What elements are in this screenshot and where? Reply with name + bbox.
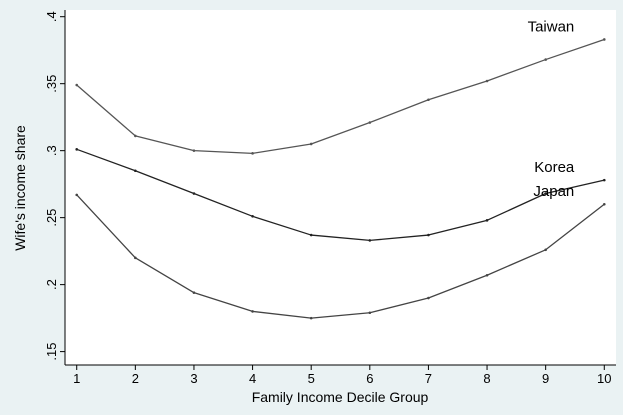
y-axis-title: Wife's income share	[12, 125, 28, 251]
y-tick-label: .35	[44, 75, 59, 93]
data-point-japan	[544, 248, 547, 252]
y-tick-label: .2	[44, 279, 59, 290]
data-point-japan	[192, 291, 196, 294]
x-tick-label: 7	[425, 371, 432, 386]
y-tick-label: .25	[44, 209, 59, 227]
y-tick-label: .15	[44, 343, 59, 361]
data-point-korea	[309, 233, 313, 237]
data-point-japan	[134, 256, 137, 260]
data-point-japan	[75, 193, 79, 197]
data-point-taiwan	[134, 134, 137, 138]
x-tick-label: 8	[483, 371, 490, 386]
series-lines	[75, 38, 606, 320]
x-tick-label: 5	[308, 371, 315, 386]
data-point-korea	[602, 178, 606, 182]
data-point-japan	[602, 202, 606, 206]
data-point-japan	[427, 296, 430, 300]
data-point-taiwan	[251, 152, 254, 155]
x-tick-label: 6	[366, 371, 373, 386]
data-point-korea	[368, 239, 372, 242]
data-point-korea	[485, 219, 489, 222]
data-point-japan	[485, 273, 489, 277]
series-label-japan: Japan	[533, 183, 574, 200]
series-line-taiwan	[76, 38, 605, 154]
data-point-taiwan	[192, 149, 196, 152]
data-point-korea	[192, 192, 196, 195]
plot-area	[65, 10, 616, 365]
data-point-taiwan	[75, 83, 79, 87]
data-point-korea	[427, 233, 430, 237]
x-tick-label: 10	[597, 371, 611, 386]
data-point-taiwan	[309, 142, 313, 146]
x-tick-label: 2	[132, 371, 139, 386]
series-line-japan	[76, 194, 605, 319]
x-axis-title: Family Income Decile Group	[252, 389, 429, 405]
x-tick-label: 1	[73, 371, 80, 386]
y-tick-label: .3	[44, 145, 59, 156]
data-point-taiwan	[602, 38, 606, 41]
data-point-korea	[544, 192, 547, 195]
data-point-korea	[134, 169, 137, 173]
series-label-korea: Korea	[534, 159, 575, 176]
data-point-taiwan	[368, 121, 372, 124]
data-point-korea	[251, 215, 254, 218]
x-tick-label: 9	[542, 371, 549, 386]
series-label-taiwan: Taiwan	[528, 18, 575, 35]
series-line-korea	[76, 148, 605, 242]
x-tick-label: 3	[190, 371, 197, 386]
data-point-taiwan	[427, 98, 430, 102]
x-tick-label: 4	[249, 371, 256, 386]
data-point-japan	[368, 311, 372, 315]
series-labels: Taiwan Korea Japan	[528, 18, 575, 200]
data-point-taiwan	[485, 79, 489, 83]
data-point-japan	[309, 316, 313, 320]
data-point-taiwan	[544, 58, 547, 61]
data-point-japan	[251, 310, 254, 313]
y-tick-label: .4	[44, 11, 59, 22]
data-point-korea	[75, 148, 79, 151]
axes: .15 .2 .25 .3 .35 .4 1 2 3 4 5 6 7 8 9 10	[44, 10, 616, 386]
